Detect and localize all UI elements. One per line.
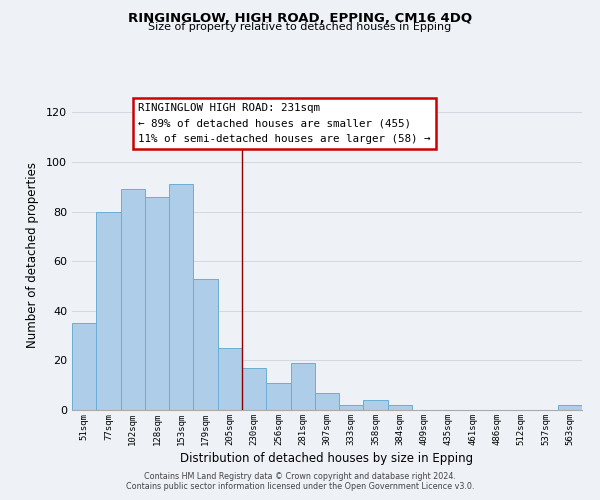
Bar: [169, 184, 193, 410]
Bar: [290, 363, 315, 410]
Bar: [339, 405, 364, 410]
Y-axis label: Number of detached properties: Number of detached properties: [26, 162, 39, 348]
X-axis label: Distribution of detached houses by size in Epping: Distribution of detached houses by size …: [181, 452, 473, 465]
Bar: [315, 392, 339, 410]
Text: RINGINGLOW, HIGH ROAD, EPPING, CM16 4DQ: RINGINGLOW, HIGH ROAD, EPPING, CM16 4DQ: [128, 12, 472, 26]
Bar: [242, 368, 266, 410]
Text: RINGINGLOW HIGH ROAD: 231sqm
← 89% of detached houses are smaller (455)
11% of s: RINGINGLOW HIGH ROAD: 231sqm ← 89% of de…: [139, 103, 431, 144]
Bar: [364, 400, 388, 410]
Bar: [96, 212, 121, 410]
Bar: [72, 323, 96, 410]
Text: Contains public sector information licensed under the Open Government Licence v3: Contains public sector information licen…: [126, 482, 474, 491]
Bar: [388, 405, 412, 410]
Bar: [193, 278, 218, 410]
Bar: [558, 405, 582, 410]
Text: Contains HM Land Registry data © Crown copyright and database right 2024.: Contains HM Land Registry data © Crown c…: [144, 472, 456, 481]
Bar: [121, 190, 145, 410]
Text: Size of property relative to detached houses in Epping: Size of property relative to detached ho…: [148, 22, 452, 32]
Bar: [266, 382, 290, 410]
Bar: [145, 196, 169, 410]
Bar: [218, 348, 242, 410]
